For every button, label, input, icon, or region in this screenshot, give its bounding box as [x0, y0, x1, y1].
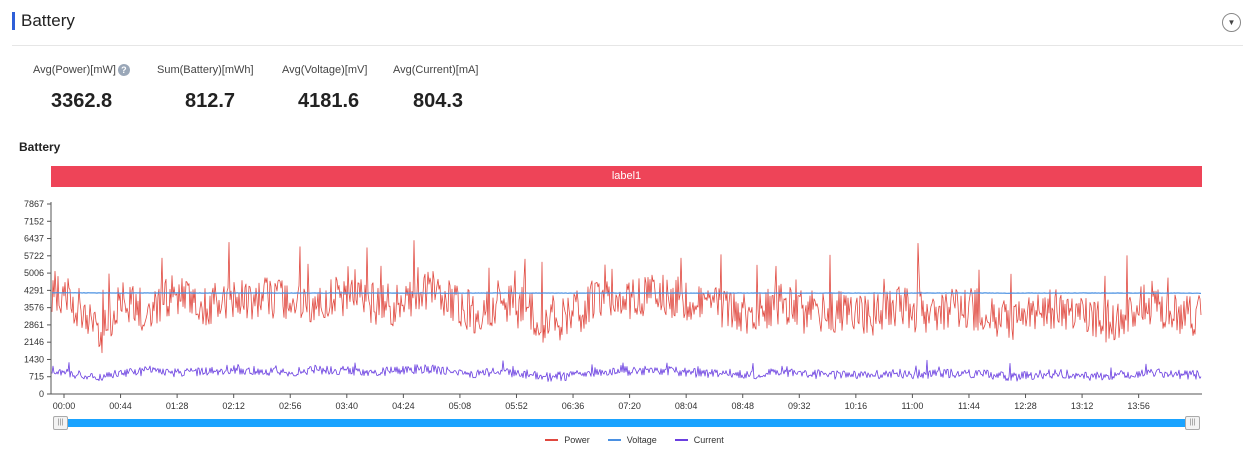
slider-track[interactable]: [61, 419, 1192, 427]
x-tick-label: 06:36: [562, 401, 585, 411]
metric-value: 804.3: [413, 90, 464, 112]
metric-value: 4181.6: [298, 90, 360, 112]
x-tick-label: 04:24: [392, 401, 415, 411]
y-tick-label: 4291: [24, 285, 44, 295]
y-tick-label: 5006: [24, 268, 44, 278]
section-header: Battery ▼: [12, 8, 1243, 46]
metric-avg-power: Avg(Power)[mW] ? 3362.8: [33, 64, 130, 113]
metric-value: 3362.8: [51, 90, 113, 112]
legend-label: Voltage: [626, 435, 657, 445]
x-tick-label: 11:00: [901, 401, 923, 411]
series-line-current: [51, 359, 1202, 382]
metric-avg-current: Avg(Current)[mA] 804.3: [393, 64, 478, 113]
x-tick-label: 08:48: [731, 401, 754, 411]
x-tick-label: 09:32: [788, 401, 811, 411]
x-tick-label: 05:52: [505, 401, 528, 411]
x-tick-label: 02:56: [279, 401, 302, 411]
battery-line-chart[interactable]: 0 715 1430 2146 2861 3576 4291 5006 5722 6437 7152…: [0, 190, 1255, 416]
chart-title: Battery: [19, 140, 61, 154]
x-tick-label: 00:44: [109, 401, 132, 411]
metric-value: 812.7: [185, 90, 236, 112]
x-tick-label: 10:16: [845, 401, 868, 411]
x-tick-label: 13:12: [1071, 401, 1094, 411]
chart-legend: Power Voltage Current: [0, 435, 1255, 445]
metrics-row: Avg(Power)[mW] ? 3362.8 Sum(Battery)[mWh…: [0, 64, 560, 124]
x-tick-label: 01:28: [166, 401, 189, 411]
x-tick-label: 07:20: [618, 401, 641, 411]
x-tick-label: 03:40: [336, 401, 359, 411]
series-line-power: [51, 240, 1202, 354]
y-tick-label: 0: [39, 389, 44, 399]
x-tick-label: 08:04: [675, 401, 698, 411]
metric-label: Sum(Battery)[mWh]: [157, 64, 254, 76]
y-tick-label: 1430: [24, 354, 44, 364]
slider-handle-right[interactable]: |||: [1185, 416, 1200, 430]
x-tick-label: 12:28: [1014, 401, 1037, 411]
metric-sum-battery: Sum(Battery)[mWh] 812.7: [157, 64, 254, 113]
x-tick-label: 00:00: [53, 401, 76, 411]
legend-item-current[interactable]: Current: [674, 435, 724, 445]
metric-label: Avg(Voltage)[mV]: [282, 64, 368, 76]
metric-label: Avg(Power)[mW]: [33, 64, 116, 76]
x-tick-label: 02:12: [222, 401, 245, 411]
y-tick-label: 7867: [24, 199, 44, 209]
legend-item-power[interactable]: Power: [545, 435, 590, 445]
y-tick-label: 7152: [24, 216, 44, 226]
legend-label: Current: [693, 435, 724, 445]
legend-swatch-power: [545, 439, 559, 441]
header-accent-bar: [12, 12, 15, 30]
slider-handle-left[interactable]: |||: [53, 416, 68, 430]
legend-swatch-voltage: [607, 439, 621, 441]
x-tick-label: 13:56: [1127, 401, 1150, 411]
section-title: Battery: [21, 11, 75, 30]
y-tick-label: 2861: [24, 320, 44, 330]
chevron-down-icon[interactable]: ▼: [1222, 13, 1241, 32]
legend-item-voltage[interactable]: Voltage: [607, 435, 657, 445]
x-tick-label: 05:08: [449, 401, 472, 411]
y-tick-label: 715: [29, 372, 44, 382]
help-icon[interactable]: ?: [117, 64, 130, 76]
legend-label: Power: [564, 435, 590, 445]
label-bar[interactable]: label1: [51, 166, 1202, 187]
time-range-slider[interactable]: ||| |||: [51, 416, 1202, 430]
metric-label: Avg(Current)[mA]: [393, 64, 479, 76]
y-tick-label: 5722: [24, 251, 44, 261]
series-line-voltage: [51, 292, 1202, 295]
y-tick-label: 3576: [24, 303, 44, 313]
metric-avg-voltage: Avg(Voltage)[mV] 4181.6: [282, 64, 367, 113]
y-tick-label: 2146: [24, 337, 44, 347]
x-tick-label: 11:44: [958, 401, 980, 411]
y-tick-label: 6437: [24, 234, 44, 244]
legend-swatch-current: [674, 439, 688, 441]
